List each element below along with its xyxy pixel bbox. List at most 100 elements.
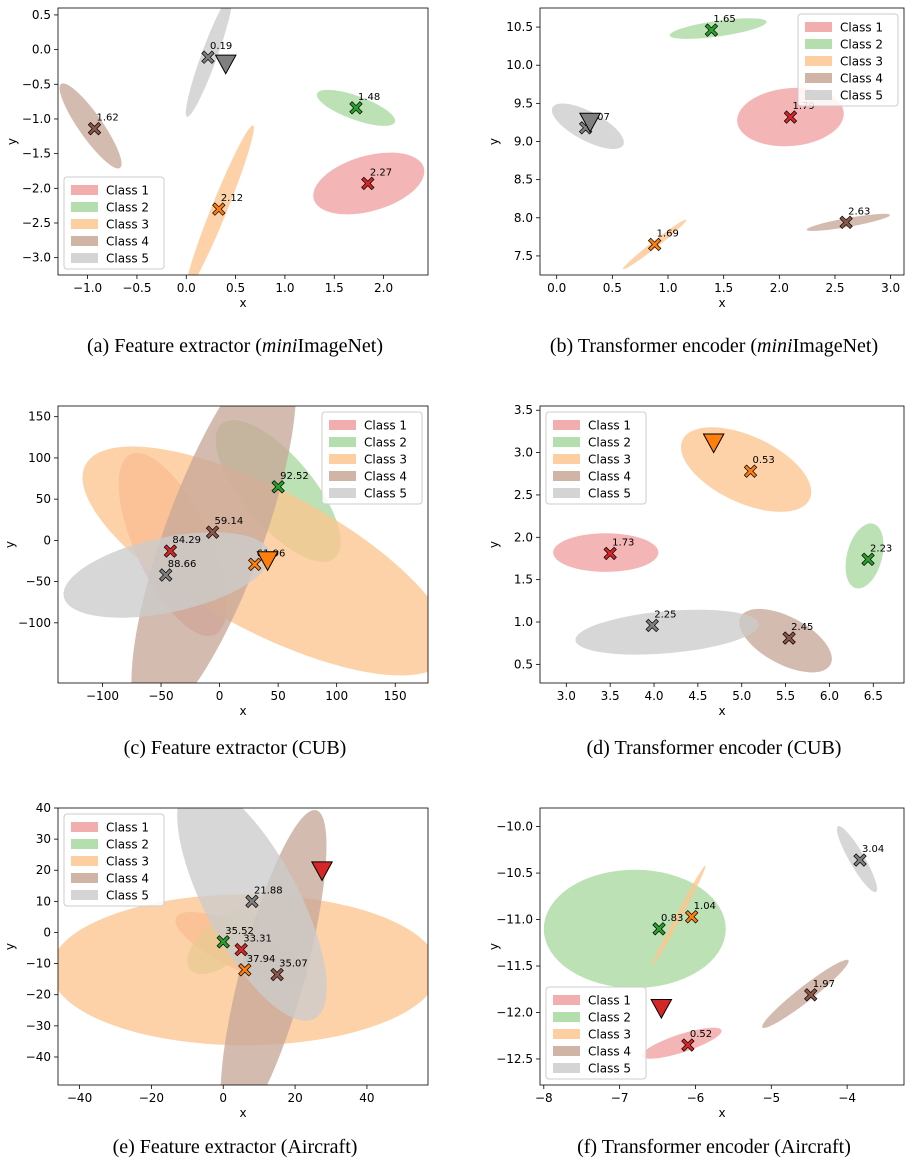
legend-entry-class-4: Class 4 [840, 72, 883, 86]
class-1-prototype-marker [603, 546, 617, 561]
y-tick-label: −10 [26, 957, 51, 971]
x-tick-label: 3.0 [881, 281, 900, 295]
prototype-distance-label: 1.97 [813, 979, 835, 990]
class-4-prototype-marker [270, 967, 284, 982]
y-tick-label: 40 [36, 801, 51, 815]
legend-swatch-class-2 [329, 437, 356, 447]
x-axis-label: x [239, 296, 246, 310]
plot-area: 1.79 1.65 1.69 2.63 0.07 [551, 14, 891, 270]
caption-part: (f) Transformer encoder (Aircraft) [577, 1136, 851, 1158]
plot-frame [57, 807, 429, 1086]
y-tick-label: −12.5 [496, 1052, 533, 1066]
legend-entry-class-4: Class 4 [588, 1045, 631, 1059]
y-tick-label: −10.0 [496, 820, 533, 834]
y-tick-label: −2.5 [22, 216, 51, 230]
class-2-prototype-marker [652, 922, 666, 936]
x-tick-label: 50 [270, 689, 285, 703]
x-tick-label: 0.5 [603, 281, 622, 295]
legend-entry-class-1: Class 1 [588, 994, 631, 1008]
y-tick-label: −100 [18, 616, 51, 630]
x-tick-label: 40 [359, 1091, 374, 1105]
x-tick-label: 3.0 [557, 689, 576, 703]
prototype-distance-label: 3.04 [862, 844, 884, 855]
class-3-ellipse [651, 865, 706, 967]
legend-entry-class-3: Class 3 [106, 855, 149, 869]
class-2-ellipse [543, 869, 726, 988]
panel-caption: (d) Transformer encoder (CUB) [587, 737, 842, 759]
plot-area: 1.73 2.23 0.53 2.45 2.25 [553, 427, 892, 673]
class-4-prototype-marker [804, 988, 818, 1002]
y-tick-label: 10 [36, 894, 51, 908]
legend-swatch-class-1 [805, 22, 832, 32]
y-axis-label: y [487, 943, 501, 950]
y-tick-label: 2.5 [514, 488, 533, 502]
class-5-prototype-marker [645, 618, 659, 633]
x-tick-label: 150 [384, 689, 407, 703]
x-tick-label: 0 [219, 1091, 227, 1105]
class-3-prototype-marker [212, 202, 226, 216]
x-tick-label: 5.0 [732, 689, 751, 703]
panel-caption: (c) Feature extractor (CUB) [124, 737, 347, 759]
class-2-prototype-marker [861, 552, 875, 567]
class-5-prototype-marker [201, 50, 215, 64]
legend-swatch-class-3 [553, 454, 580, 464]
y-tick-label: 3.0 [514, 446, 533, 460]
y-tick-label: 0 [43, 925, 51, 939]
legend-entry-class-1: Class 1 [106, 184, 149, 198]
y-tick-label: 100 [28, 451, 51, 465]
x-axis-label: x [239, 1106, 246, 1120]
legend-swatch-class-3 [553, 1029, 580, 1039]
y-tick-label: −2.0 [22, 181, 51, 195]
x-tick-label: 1.5 [325, 281, 344, 295]
class-3-prototype-marker [647, 237, 662, 252]
y-tick-label: 2.0 [514, 530, 533, 544]
legend: Class 1 Class 2 Class 3 Class 4 Class 5 [63, 176, 165, 270]
panel-caption: (b) Transformer encoder (miniImageNet) [550, 335, 878, 357]
x-tick-label: −7 [611, 1091, 629, 1105]
prototype-distance-label: 33.31 [243, 934, 272, 945]
legend-entry-class-1: Class 1 [840, 21, 883, 35]
y-axis-label: y [5, 138, 19, 145]
legend-swatch-class-2 [805, 39, 832, 49]
y-tick-label: −20 [26, 988, 51, 1002]
prototype-distance-label: 0.07 [588, 112, 610, 123]
x-tick-label: −40 [67, 1091, 92, 1105]
caption-part: (d) Transformer encoder (CUB) [587, 737, 842, 759]
class-1-prototype-marker [163, 544, 178, 558]
legend-entry-class-2: Class 2 [106, 201, 149, 215]
legend-entry-class-1: Class 1 [106, 821, 149, 835]
y-tick-label: −30 [26, 1019, 51, 1033]
legend: Class 1 Class 2 Class 3 Class 4 Class 5 [545, 411, 647, 505]
panel-caption: (e) Feature extractor (Aircraft) [113, 1136, 358, 1158]
y-tick-label: 8.0 [514, 211, 533, 225]
panel-caption: (f) Transformer encoder (Aircraft) [577, 1136, 851, 1158]
legend-swatch-class-3 [329, 454, 356, 464]
class-3-prototype-marker [248, 557, 262, 571]
legend-entry-class-3: Class 3 [840, 55, 883, 69]
legend: Class 1 Class 2 Class 3 Class 4 Class 5 [797, 13, 899, 107]
y-tick-label: 150 [28, 410, 51, 424]
x-tick-label: −8 [535, 1091, 553, 1105]
legend-entry-class-1: Class 1 [588, 419, 631, 433]
legend-swatch-class-1 [329, 420, 356, 430]
x-tick-label: 6.5 [864, 689, 883, 703]
legend-entry-class-4: Class 4 [588, 470, 631, 484]
legend-swatch-class-5 [71, 253, 98, 263]
y-tick-label: 1.5 [514, 573, 533, 587]
prototype-distance-label: 2.45 [791, 622, 813, 633]
legend-swatch-class-1 [71, 822, 98, 832]
panel-c: 84.2992.5261.9659.1488.66−100−5005010015… [3, 405, 429, 759]
legend-entry-class-5: Class 5 [840, 89, 883, 103]
query-triangle-marker [579, 112, 602, 133]
caption-part: ImageNet) [793, 335, 879, 357]
y-tick-label: 20 [36, 863, 51, 877]
y-tick-label: −1.5 [22, 147, 51, 161]
class-5-prototype-marker [245, 894, 259, 909]
class-4-prototype-marker [839, 215, 853, 230]
x-tick-label: 2.0 [374, 281, 393, 295]
prototype-distance-label: 1.69 [657, 228, 679, 239]
legend-entry-class-2: Class 2 [588, 436, 631, 450]
prototype-distance-label: 0.52 [690, 1029, 712, 1040]
